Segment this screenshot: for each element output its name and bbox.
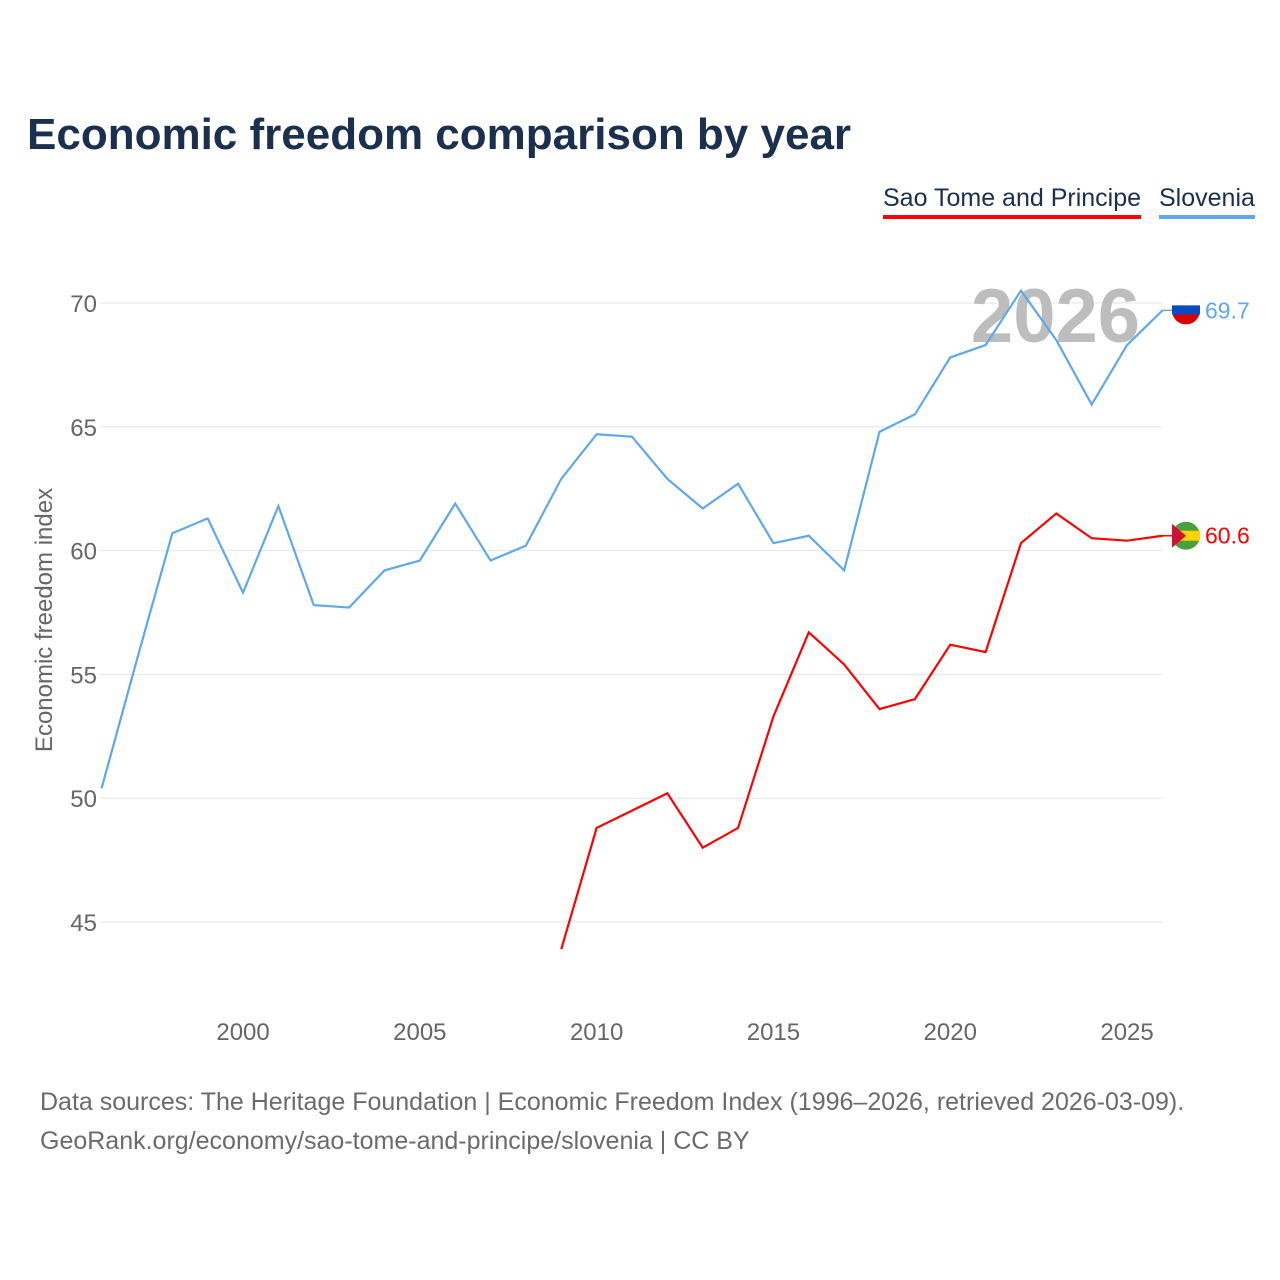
source-line: Data sources: The Heritage Foundation | … bbox=[40, 1088, 1185, 1116]
x-tick-label: 2025 bbox=[1100, 1019, 1153, 1046]
flag-triangle bbox=[1172, 523, 1186, 548]
y-tick-label: 60 bbox=[70, 539, 97, 566]
x-tick-label: 2000 bbox=[216, 1019, 269, 1046]
legend-slovenia[interactable]: Slovenia bbox=[1159, 184, 1255, 219]
chart-title: Economic freedom comparison by year bbox=[27, 110, 852, 159]
flag-stripe bbox=[1172, 305, 1200, 315]
y-tick-label: 55 bbox=[70, 662, 97, 689]
year-watermark: 2026 bbox=[971, 274, 1140, 359]
source-url: GeoRank.org/economy/sao-tome-and-princip… bbox=[40, 1127, 750, 1155]
y-tick-label: 50 bbox=[70, 786, 97, 813]
legend-sao-tome-and-principe[interactable]: Sao Tome and Principe bbox=[883, 184, 1142, 219]
end-value-label: 69.7 bbox=[1205, 297, 1250, 323]
x-tick-label: 2010 bbox=[570, 1019, 623, 1046]
y-tick-label: 70 bbox=[70, 291, 97, 318]
end-value-label: 60.6 bbox=[1205, 523, 1250, 549]
y-tick-label: 45 bbox=[70, 910, 97, 937]
y-axis-label: Economic freedom index bbox=[31, 488, 58, 752]
x-tick-label: 2020 bbox=[924, 1019, 977, 1046]
flag-stripe bbox=[1172, 296, 1200, 306]
series-line-slovenia bbox=[100, 288, 1164, 789]
y-tick-label: 65 bbox=[70, 415, 97, 442]
series-line-sao-tome bbox=[560, 512, 1163, 950]
x-tick-label: 2005 bbox=[393, 1019, 446, 1046]
x-tick-label: 2015 bbox=[747, 1019, 800, 1046]
